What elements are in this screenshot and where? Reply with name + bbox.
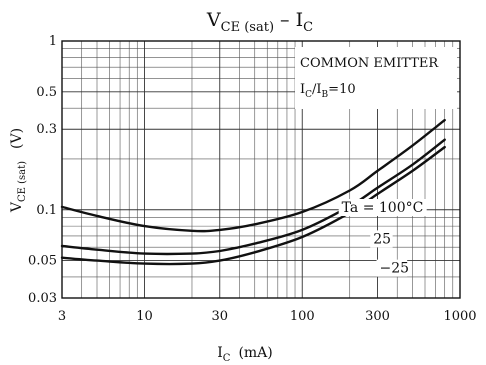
x-tick-labels: 3 10 30 100 300 1000 <box>58 309 477 324</box>
series-line-minus-25 <box>60 145 446 266</box>
series-label-ta-100c: Ta = 100°C <box>342 200 424 216</box>
y-tick-label: 0.05 <box>28 254 57 269</box>
y-tick-label: 0.03 <box>28 291 57 306</box>
series-label-ta-100c-bg <box>338 198 427 216</box>
x-tick-label: 1000 <box>443 309 476 324</box>
y-axis-label: VCE (sat) (V) <box>9 128 28 213</box>
title-tail: I <box>296 9 304 31</box>
title-main-sub: CE (sat) <box>221 20 274 35</box>
annotation-line1: COMMON EMITTER <box>300 56 439 71</box>
plot-frame <box>61 40 461 299</box>
x-axis-label-sub: C <box>223 353 231 364</box>
series-labels: Ta = 100°C 25 −25 <box>338 198 427 277</box>
x-tick-label: 3 <box>58 309 66 324</box>
title-main: V <box>206 9 221 31</box>
series-label-25: 25 <box>373 231 391 247</box>
title-tail-sub: C <box>303 20 313 35</box>
annotation-tail: =10 <box>328 82 355 97</box>
x-tick-label: 10 <box>136 309 153 324</box>
series-layer <box>60 118 446 266</box>
x-tick-label: 30 <box>211 309 228 324</box>
x-tick-label: 300 <box>365 309 390 324</box>
y-tick-label: 0.1 <box>36 203 57 218</box>
annotation-mid: /I <box>312 82 322 97</box>
annotation-background <box>295 47 457 109</box>
x-axis-label-main: I <box>217 345 223 361</box>
annotation-ib-sub: B <box>322 90 329 100</box>
y-tick-label: 0.3 <box>36 122 57 137</box>
y-tick-label: 0.5 <box>36 85 57 100</box>
x-axis-label: IC (mA) <box>217 345 273 364</box>
series-line-25 <box>60 138 446 256</box>
title-sep: – <box>274 9 296 31</box>
y-axis-label-sub: CE (sat) <box>17 161 28 202</box>
annotation-ic: I <box>300 82 305 97</box>
x-tick-label: 100 <box>290 309 315 324</box>
annotation-line2: IC/IB=10 <box>300 82 356 100</box>
series-line-ta-100c <box>60 118 446 233</box>
y-axis-label-main: V <box>9 201 25 213</box>
series-label-minus-25: −25 <box>380 261 410 277</box>
x-axis-label-unit: (mA) <box>238 345 272 361</box>
chart-title: VCE (sat) – IC <box>206 9 313 35</box>
y-tick-labels: 1 0.5 0.3 0.1 0.05 0.03 <box>28 34 57 306</box>
annotation-ic-sub: C <box>305 90 312 100</box>
series-label-25-bg <box>370 230 393 248</box>
y-axis-label-unit: (V) <box>9 128 25 149</box>
y-tick-label: 1 <box>49 34 57 49</box>
series-label-minus-25-bg <box>376 259 408 277</box>
